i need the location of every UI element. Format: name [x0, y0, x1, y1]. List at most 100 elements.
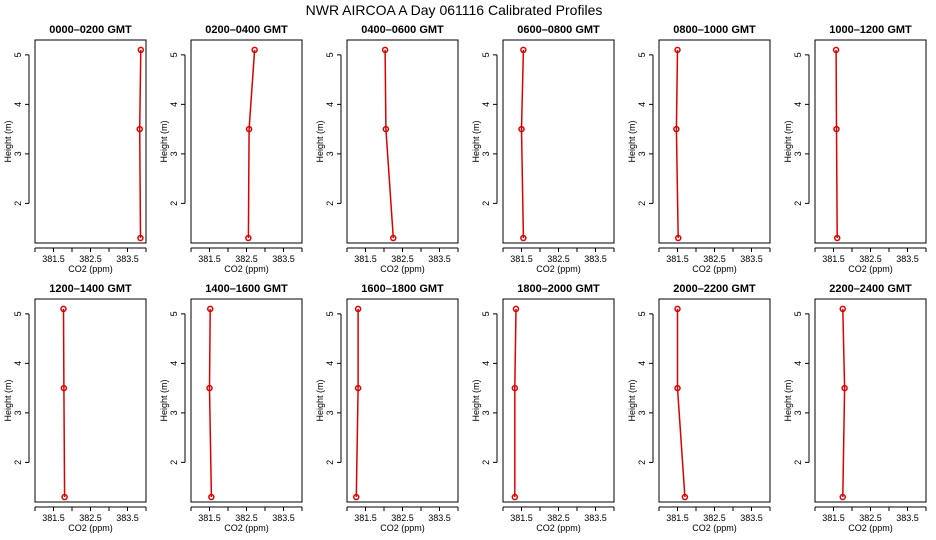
- data-point: [60, 384, 68, 392]
- data-point: [839, 305, 846, 313]
- panel-title: 0000–0200 GMT: [49, 24, 132, 36]
- data-point: [841, 384, 848, 392]
- y-tick-label: 3: [481, 151, 491, 156]
- y-tick-label: 2: [637, 460, 647, 465]
- y-tick-label: 5: [481, 52, 491, 57]
- y-axis-label: Height (m): [783, 120, 793, 162]
- plot-frame: [658, 39, 771, 244]
- x-axis-label: CO2 (ppm): [848, 523, 893, 533]
- y-tick-label: 2: [793, 201, 803, 206]
- y-tick-label: 5: [637, 52, 647, 57]
- y-tick-label: 3: [325, 410, 335, 415]
- profile-line: [247, 49, 256, 239]
- y-tick-label: 3: [169, 151, 179, 156]
- x-axis-label: CO2 (ppm): [224, 264, 269, 274]
- y-tick-label: 4: [169, 361, 179, 366]
- data-point: [512, 305, 520, 313]
- data-point: [208, 493, 215, 501]
- panel-title: 1600–1800 GMT: [361, 283, 444, 295]
- profile-line: [384, 49, 395, 239]
- y-tick-label: 5: [169, 311, 179, 316]
- y-axis-label: Height (m): [627, 379, 637, 421]
- x-axis-label: CO2 (ppm): [224, 523, 269, 533]
- x-tick-label: 381.5: [510, 254, 533, 264]
- y-tick-label: 3: [169, 410, 179, 415]
- x-tick-label: 382.5: [79, 513, 102, 523]
- data-point: [674, 305, 681, 313]
- data-point: [136, 125, 143, 133]
- data-point: [137, 46, 145, 54]
- y-axis-label: Height (m): [3, 379, 13, 421]
- x-axis-label: CO2 (ppm): [848, 264, 893, 274]
- y-tick-label: 2: [325, 460, 335, 465]
- y-tick-label: 4: [637, 102, 647, 107]
- x-axis-label: CO2 (ppm): [692, 264, 737, 274]
- data-point: [245, 125, 253, 133]
- x-axis-label: CO2 (ppm): [692, 523, 737, 533]
- y-tick-label: 3: [325, 151, 335, 156]
- panel-title: 1200–1400 GMT: [49, 283, 132, 295]
- y-tick-label: 4: [793, 102, 803, 107]
- y-tick-label: 3: [13, 151, 23, 156]
- data-point: [354, 305, 362, 313]
- data-point: [511, 493, 519, 501]
- y-tick-label: 3: [793, 151, 803, 156]
- y-tick-label: 2: [169, 460, 179, 465]
- data-point: [251, 46, 258, 54]
- profile-line: [514, 308, 517, 497]
- x-tick-label: 383.5: [896, 513, 919, 523]
- x-tick-label: 382.5: [703, 513, 726, 523]
- data-point: [390, 234, 397, 242]
- x-tick-label: 381.5: [510, 513, 533, 523]
- y-tick-label: 2: [13, 201, 23, 206]
- panel-title: 2200–2400 GMT: [829, 283, 912, 295]
- x-tick-label: 383.5: [272, 254, 295, 264]
- data-point: [354, 384, 362, 392]
- x-tick-label: 381.5: [42, 254, 65, 264]
- y-tick-label: 3: [13, 410, 23, 415]
- panel-title: 1800–2000 GMT: [517, 283, 600, 295]
- x-axis-label: CO2 (ppm): [68, 523, 113, 533]
- profile-line: [835, 49, 838, 239]
- x-axis-label: CO2 (ppm): [536, 523, 581, 533]
- y-tick-label: 4: [13, 102, 23, 107]
- y-tick-label: 2: [481, 201, 491, 206]
- x-axis-label: CO2 (ppm): [380, 523, 425, 533]
- data-point: [681, 493, 689, 501]
- profile-line: [676, 308, 686, 498]
- y-tick-label: 4: [481, 102, 491, 107]
- x-tick-label: 381.5: [822, 513, 845, 523]
- x-axis-label: CO2 (ppm): [68, 264, 113, 274]
- y-tick-label: 4: [481, 361, 491, 366]
- x-tick-label: 383.5: [740, 513, 763, 523]
- x-tick-label: 381.5: [354, 513, 377, 523]
- plot-frame: [502, 39, 615, 244]
- data-point: [674, 234, 682, 242]
- x-tick-label: 382.5: [859, 513, 882, 523]
- x-axis-label: CO2 (ppm): [536, 264, 581, 274]
- data-point: [245, 234, 252, 242]
- x-tick-label: 383.5: [584, 513, 607, 523]
- y-axis-label: Height (m): [471, 120, 481, 162]
- x-tick-label: 383.5: [740, 254, 763, 264]
- data-point: [520, 46, 527, 54]
- panel-title: 2000–2200 GMT: [673, 283, 756, 295]
- data-point: [833, 234, 841, 242]
- x-tick-label: 381.5: [822, 254, 845, 264]
- data-point: [137, 234, 144, 242]
- x-tick-label: 383.5: [272, 513, 295, 523]
- data-point: [839, 493, 846, 501]
- y-tick-label: 2: [793, 460, 803, 465]
- x-axis-label: CO2 (ppm): [380, 264, 425, 274]
- panel-title: 0600–0800 GMT: [517, 24, 600, 36]
- y-tick-label: 4: [169, 102, 179, 107]
